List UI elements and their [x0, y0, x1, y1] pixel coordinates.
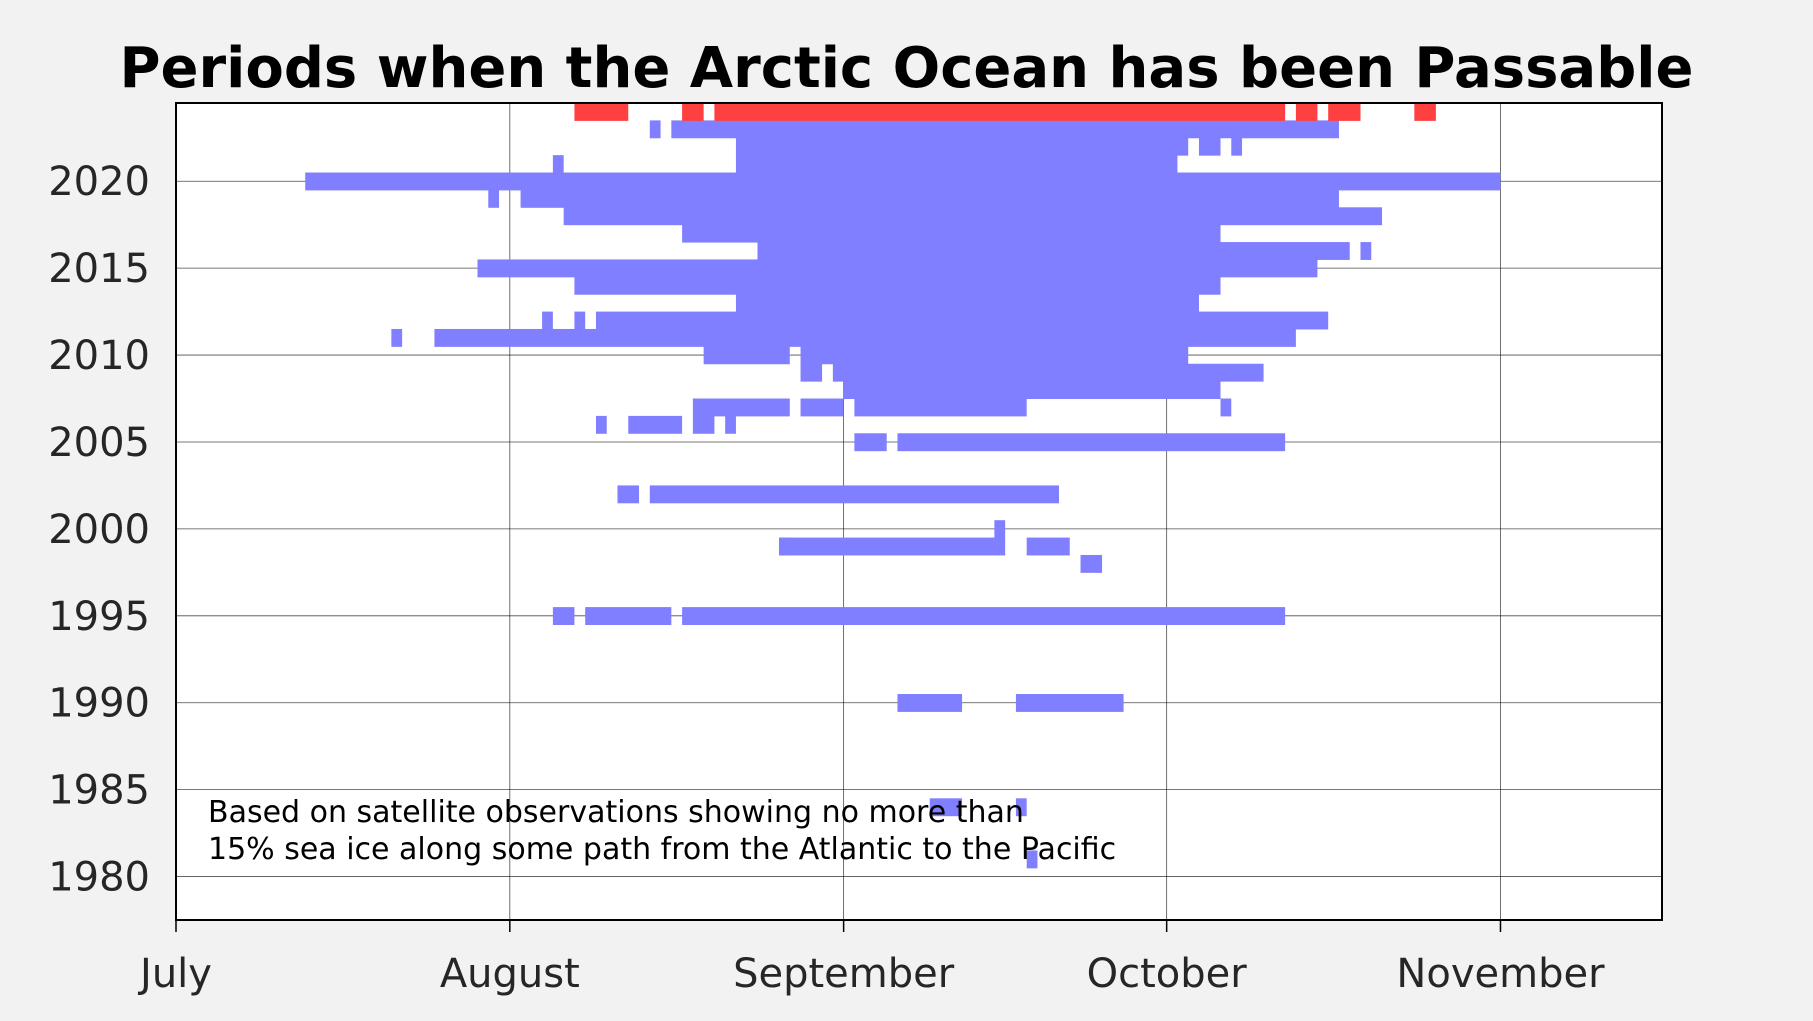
- annotation-line-2: 15% sea ice along some path from the Atl…: [208, 832, 1116, 867]
- current-year-bar: [1328, 103, 1361, 121]
- passable-period-bar: [1231, 137, 1243, 156]
- passable-period-bar: [552, 607, 575, 625]
- y-tick-label: 2005: [48, 420, 150, 466]
- passable-period-bar: [391, 328, 403, 347]
- passable-period-bar: [574, 276, 1221, 295]
- passable-period-bar: [682, 607, 1286, 625]
- passable-period-bar: [800, 346, 1189, 365]
- y-tick-label: 2010: [48, 333, 150, 379]
- passable-period-bar: [1026, 850, 1038, 869]
- passable-period-bar: [735, 155, 1178, 174]
- current-year-bar: [1295, 103, 1318, 121]
- passable-period-bar: [1080, 554, 1103, 573]
- passable-period-bar: [929, 798, 963, 817]
- passable-period-bar: [854, 398, 1027, 417]
- x-tick-label: November: [1396, 951, 1605, 997]
- passable-period-bar: [585, 607, 672, 625]
- passable-period-bar: [843, 381, 1221, 400]
- passable-period-bar: [1360, 242, 1372, 260]
- passable-period-bar: [703, 346, 790, 365]
- passable-period-bar: [628, 415, 683, 434]
- passable-period-bar: [735, 137, 1189, 156]
- passable-period-bar: [542, 311, 553, 330]
- passable-period-bar: [434, 328, 1296, 347]
- chart-title: Periods when the Arctic Ocean has been P…: [119, 36, 1694, 101]
- passable-period-bar: [854, 433, 887, 452]
- passable-period-bar: [1220, 398, 1232, 417]
- y-tick-label: 1985: [48, 768, 150, 814]
- passable-period-bar: [897, 433, 1286, 452]
- current-year-bar: [714, 103, 1286, 121]
- passable-period-bar: [692, 415, 715, 434]
- passable-period-bar: [994, 520, 1006, 539]
- passable-period-bar: [488, 189, 500, 208]
- y-tick-label: 1990: [48, 681, 150, 727]
- y-tick-label: 2020: [48, 159, 150, 205]
- passable-period-bar: [1198, 137, 1221, 156]
- passable-period-bar: [1015, 798, 1027, 817]
- passable-period-bar: [692, 398, 790, 417]
- passable-period-bar: [477, 259, 1318, 278]
- passable-period-bar: [595, 311, 1329, 330]
- y-tick-label: 2000: [48, 507, 150, 553]
- passable-period-bar: [800, 363, 823, 382]
- annotation-line-1: Based on satellite observations showing …: [208, 795, 1024, 830]
- x-tick-label: July: [137, 951, 212, 997]
- passable-period-bar: [735, 294, 1199, 313]
- passable-period-bar: [617, 485, 640, 504]
- plot-frame: [175, 102, 1663, 921]
- passable-period-bar: [305, 172, 1501, 191]
- x-tick-label: October: [1087, 951, 1248, 997]
- passable-period-bar: [552, 155, 564, 174]
- passable-period-bar: [725, 415, 736, 434]
- passable-period-bar: [832, 363, 1264, 382]
- passable-period-bar: [563, 207, 1383, 226]
- passable-period-bar: [757, 242, 1350, 260]
- passable-period-bar: [671, 120, 1339, 139]
- axis-layer: July August September October November 1980 19…: [48, 159, 1605, 997]
- passable-period-bar: [1015, 694, 1124, 712]
- current-year-bar: [574, 103, 629, 121]
- passable-period-bar: [574, 311, 586, 330]
- x-tick-label: August: [440, 951, 580, 997]
- passable-period-bar: [779, 537, 1006, 556]
- passable-period-bar: [649, 485, 1059, 504]
- passable-period-bar: [520, 189, 1339, 208]
- passable-period-bar: [682, 224, 1221, 243]
- passable-period-bar: [897, 694, 963, 712]
- current-year-bar: [682, 103, 704, 121]
- passable-period-bar: [595, 415, 607, 434]
- y-tick-label: 2015: [48, 246, 150, 292]
- y-tick-label: 1980: [48, 855, 150, 901]
- passable-period-bar: [649, 120, 661, 139]
- y-tick-label: 1995: [48, 594, 150, 640]
- x-tick-label: September: [733, 951, 955, 997]
- passable-period-bar: [1026, 537, 1070, 556]
- current-year-bar: [1414, 103, 1436, 121]
- passable-period-bar: [800, 398, 844, 417]
- bar-layer: [305, 103, 1501, 869]
